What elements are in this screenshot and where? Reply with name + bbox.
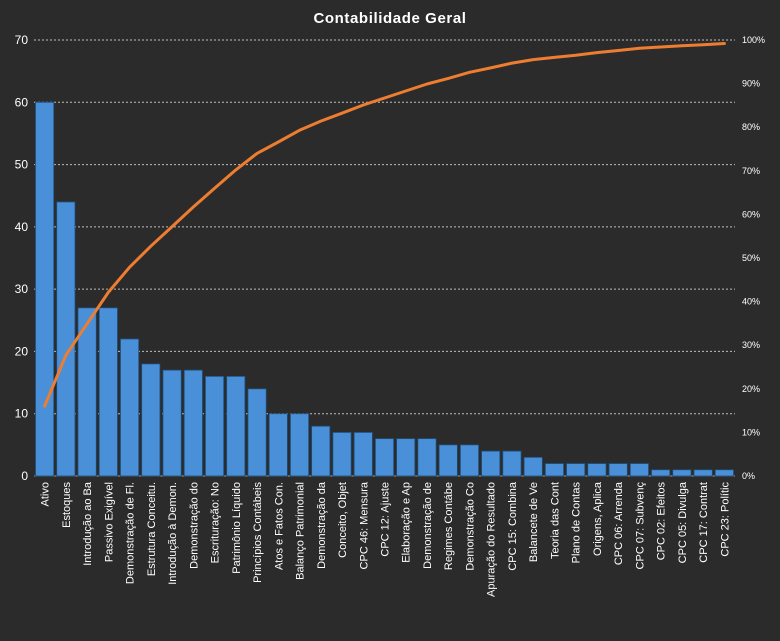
- x-tick-label: Estoques: [61, 482, 73, 528]
- y-tick-label: 20: [15, 344, 29, 358]
- y2-tick-label: 70%: [742, 166, 760, 176]
- bar: [629, 463, 649, 477]
- bar: [693, 469, 713, 477]
- x-tick-label: CPC 05: Divulga: [677, 481, 689, 563]
- x-tick-label: CPC 06: Arrenda: [613, 481, 625, 565]
- y-tick-label: 60: [15, 95, 29, 109]
- bar: [396, 438, 416, 477]
- x-tick-label: Patrimônio Líquido: [231, 482, 243, 574]
- y2-tick-label: 30%: [742, 340, 760, 350]
- right-y-axis: 0% 10% 20% 30% 40% 50% 60% 70% 80% 90% 100%: [742, 35, 765, 481]
- y2-tick-label: 90%: [742, 79, 760, 89]
- x-tick-label: Apuração do Resultado: [486, 482, 498, 597]
- bar: [587, 463, 607, 477]
- x-axis: Ativo Estoques Introdução ao Ba Passivo Exi…: [40, 481, 732, 597]
- x-tick-label: CPC 23: Polític: [719, 482, 731, 557]
- bar: [311, 425, 331, 477]
- y2-tick-label: 50%: [742, 253, 760, 263]
- bar: [353, 431, 373, 477]
- y-tick-label: 10: [15, 407, 29, 421]
- y-tick-label: 50: [15, 158, 29, 172]
- y-tick-label: 40: [15, 220, 29, 234]
- y-tick-label: 70: [15, 33, 29, 47]
- x-tick-label: Elaboração e Ap: [401, 482, 413, 563]
- x-tick-label: Regimes Contábe: [443, 482, 455, 570]
- bar: [714, 469, 734, 477]
- x-tick-label: Plano de Contas: [571, 482, 583, 564]
- bar: [332, 431, 352, 477]
- x-tick-label: CPC 07: Subvenç: [634, 482, 646, 570]
- x-tick-label: Princípios Contábeis: [252, 482, 264, 583]
- x-tick-label: Demonstração do: [188, 482, 200, 569]
- x-tick-label: Balanço Patrimonial: [295, 482, 307, 580]
- cumulative-line: [43, 42, 726, 408]
- x-tick-label: Escrituração: No: [210, 482, 222, 563]
- bar: [566, 463, 586, 477]
- bar: [183, 369, 203, 477]
- chart-title: Contabilidade Geral: [313, 10, 466, 27]
- x-tick-label: Teoria das Cont: [549, 482, 561, 559]
- x-tick-label: Atos e Fatos Con.: [273, 482, 285, 570]
- x-tick-label: Demonstração da: [316, 481, 328, 569]
- y2-tick-label: 80%: [742, 122, 760, 132]
- y2-tick-label: 0%: [742, 471, 755, 481]
- bars: [35, 101, 734, 477]
- bar: [205, 375, 225, 477]
- x-tick-label: Introdução ao Ba: [82, 481, 94, 566]
- bar: [523, 456, 543, 477]
- x-tick-label: CPC 02: Efeitos: [656, 482, 668, 561]
- y2-tick-label: 100%: [742, 35, 765, 45]
- bar: [268, 413, 288, 477]
- bar: [651, 469, 671, 477]
- bar: [35, 101, 55, 477]
- bar: [120, 338, 140, 477]
- bar: [56, 201, 76, 477]
- bar: [608, 463, 628, 477]
- cumulative-line-path: [43, 42, 726, 408]
- x-tick-label: CPC 46: Mensura: [358, 481, 370, 569]
- y2-tick-label: 10%: [742, 427, 760, 437]
- x-tick-label: Demonstração de Fl.: [125, 482, 137, 584]
- bar: [226, 375, 246, 477]
- y-tick-label: 30: [15, 282, 29, 296]
- bar: [417, 438, 437, 477]
- y2-tick-label: 20%: [742, 384, 760, 394]
- left-y-axis: 0 10 20 30 40 50 60 70: [15, 33, 29, 483]
- bar: [481, 450, 501, 477]
- x-tick-label: Origens, Aplica: [592, 481, 604, 556]
- x-tick-label: CPC 12: Ajuste: [380, 482, 392, 557]
- bar: [247, 388, 267, 477]
- x-tick-label: Demonstração Co: [464, 482, 476, 571]
- bar: [459, 444, 480, 477]
- bar: [162, 369, 182, 477]
- y2-tick-label: 60%: [742, 209, 760, 219]
- y2-tick-label: 40%: [742, 297, 760, 307]
- bar: [672, 469, 692, 477]
- y-tick-label: 0: [21, 469, 28, 483]
- bar: [289, 413, 310, 477]
- bar: [141, 363, 161, 477]
- x-tick-label: Introdução à Demon.: [167, 482, 179, 585]
- x-tick-label: Ativo: [40, 482, 52, 506]
- x-tick-label: Conceito, Objet: [337, 482, 349, 558]
- bar: [438, 444, 458, 477]
- bar: [98, 307, 118, 477]
- bar: [502, 450, 522, 477]
- x-tick-label: Passivo Exigível: [103, 482, 115, 562]
- x-tick-label: Estrutura Conceitu.: [146, 482, 158, 576]
- x-tick-label: Demonstração de: [422, 482, 434, 569]
- x-tick-label: Balancete de Ve: [528, 482, 540, 562]
- bar: [77, 307, 97, 477]
- x-tick-label: CPC 15: Combina: [507, 481, 519, 571]
- bar: [544, 463, 564, 477]
- bar: [374, 438, 395, 477]
- x-tick-label: CPC 17: Contrat: [698, 482, 710, 563]
